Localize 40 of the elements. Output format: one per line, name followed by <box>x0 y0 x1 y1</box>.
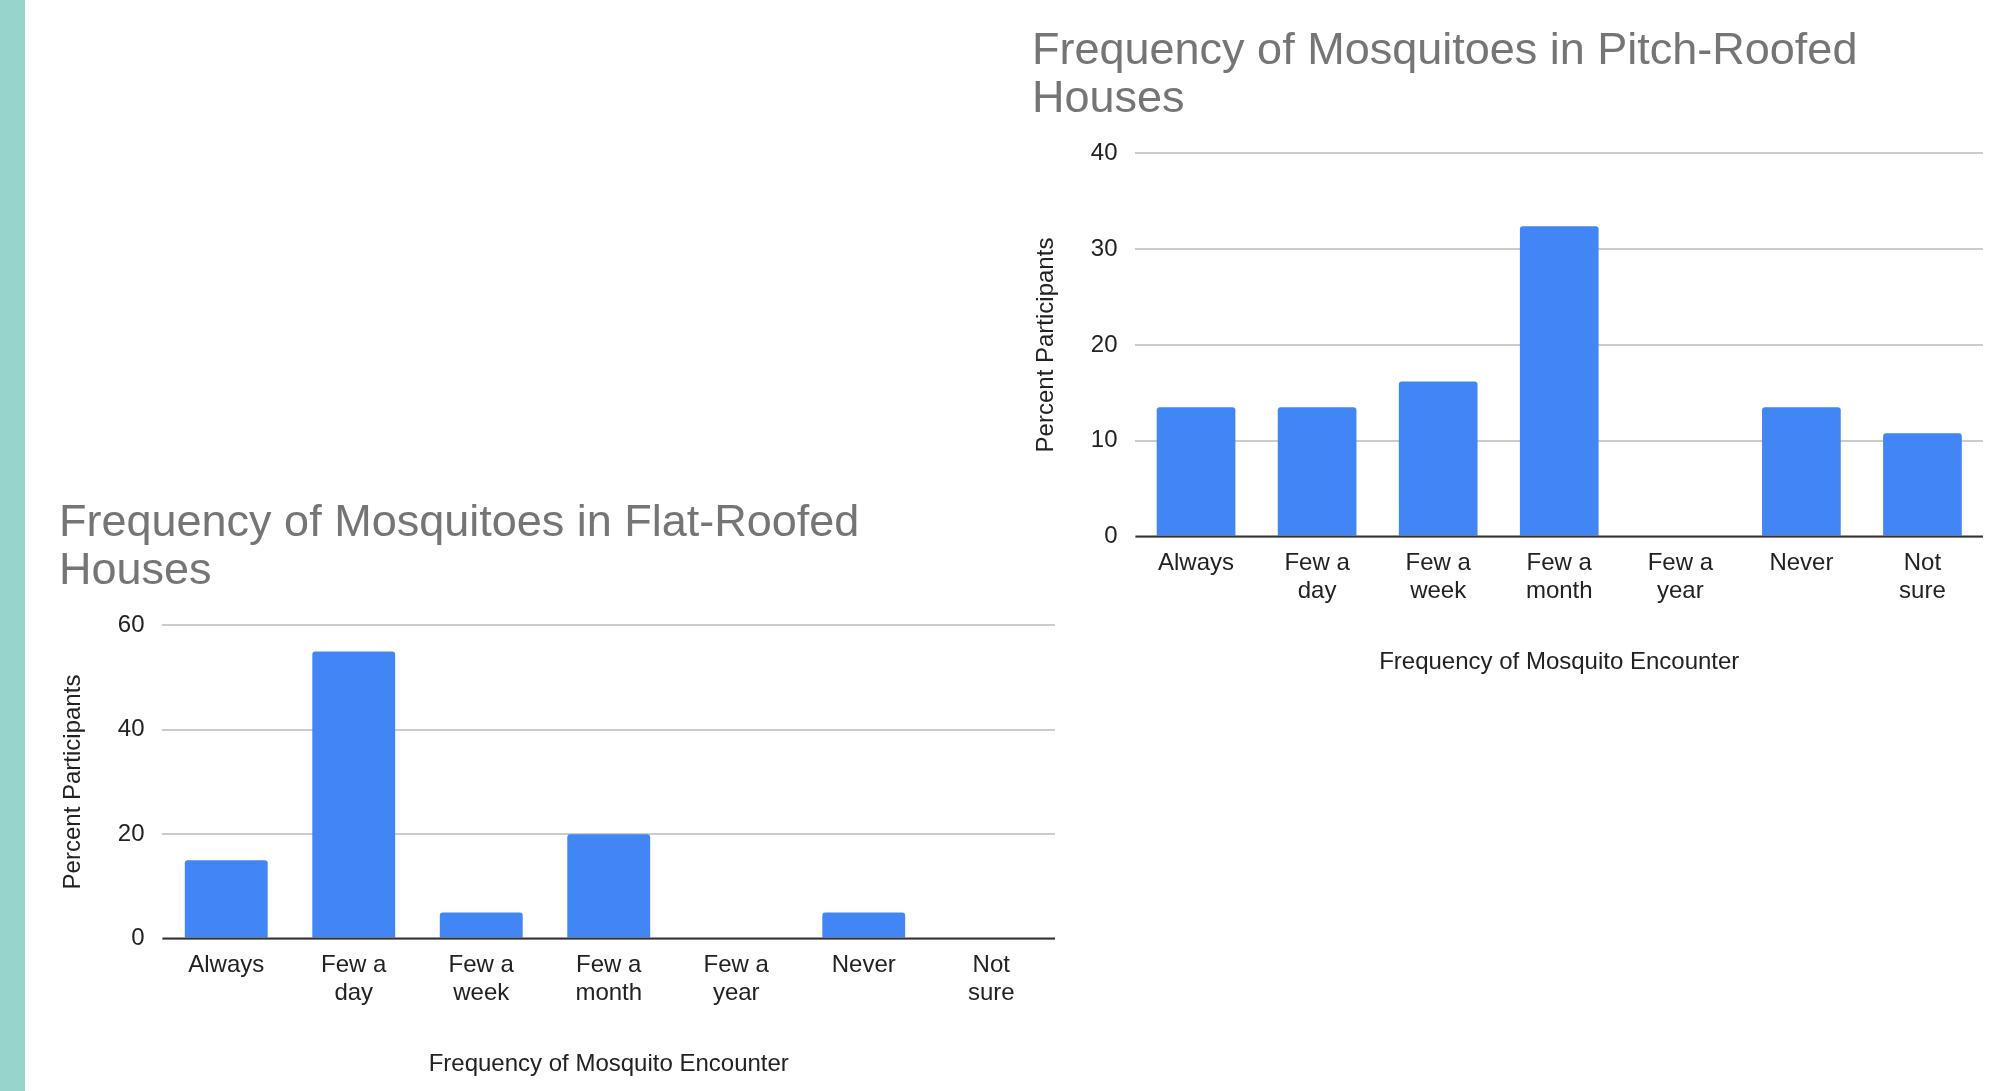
x-tick-label: Not sure <box>967 949 1015 1006</box>
x-tick-label: Few a year <box>703 949 770 1006</box>
y-tick-label: 0 <box>131 923 145 951</box>
x-tick-label: Not sure <box>1899 547 1946 604</box>
y-axis-title: Percent Participants <box>58 674 86 890</box>
bar <box>184 860 268 938</box>
bar <box>1277 407 1357 536</box>
y-tick-label: 20 <box>117 818 145 846</box>
y-tick-label: 0 <box>1104 521 1118 549</box>
bar <box>1156 407 1236 536</box>
x-tick-label: Never <box>1769 547 1834 575</box>
bar <box>312 651 396 938</box>
x-tick-label: Few a day <box>1284 547 1351 604</box>
x-tick-label: Few a month <box>575 949 643 1006</box>
chart-title: Frequency of Mosquitoes in Flat-Roofed Houses <box>59 495 861 594</box>
y-tick-label: 20 <box>1090 329 1118 357</box>
bar <box>1883 433 1962 536</box>
bar <box>1519 226 1599 536</box>
y-tick-label: 30 <box>1090 233 1118 261</box>
bar <box>1398 381 1478 536</box>
x-tick-label: Few a year <box>1647 547 1714 604</box>
y-tick-label: 60 <box>117 610 145 638</box>
x-tick-label: Few a week <box>1405 547 1472 604</box>
x-axis-title: Frequency of Mosquito Encounter <box>428 1049 789 1077</box>
bar <box>1762 407 1841 536</box>
x-tick-label: Few a day <box>321 949 388 1006</box>
x-tick-label: Never <box>831 949 896 977</box>
x-axis-title: Frequency of Mosquito Encounter <box>1379 647 1740 675</box>
chart-title: Frequency of Mosquitoes in Pitch-Roofed Houses <box>1032 23 1859 122</box>
x-tick-label: Few a week <box>448 949 515 1006</box>
bar <box>822 912 906 938</box>
bar <box>439 912 523 938</box>
y-tick-label: 40 <box>117 714 145 742</box>
bar <box>567 834 651 938</box>
x-tick-label: Always <box>1158 547 1235 575</box>
y-tick-label: 10 <box>1090 425 1118 453</box>
y-tick-label: 40 <box>1090 138 1118 166</box>
x-tick-label: Always <box>188 949 265 977</box>
x-tick-label: Few a month <box>1525 547 1593 604</box>
y-axis-title: Percent Participants <box>1031 237 1059 453</box>
